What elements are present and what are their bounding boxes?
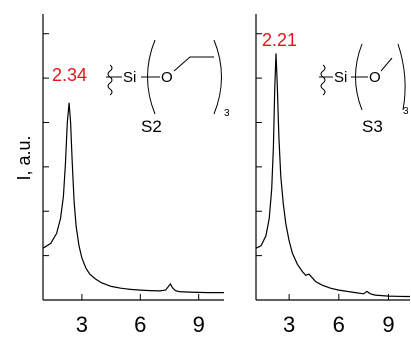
atom-o: O [161, 69, 173, 86]
panel-s2: 3 6 9 2.34 Si O 3 S2 [42, 14, 230, 337]
left-paren [147, 39, 156, 115]
structure-s2: Si O 3 [106, 39, 230, 119]
sample-label-s3: S3 [362, 117, 383, 136]
x-tick-label: 9 [382, 312, 394, 337]
y-ticks [43, 33, 49, 257]
x-ticks [288, 294, 389, 300]
right-paren [397, 43, 406, 111]
left-paren [355, 43, 363, 111]
y-axis-label: I, a.u. [14, 135, 34, 180]
atom-o: O [369, 69, 381, 86]
panel-s3: 3 6 9 2.21 Si O 3 S3 [255, 14, 410, 337]
x-tick-label: 6 [333, 312, 345, 337]
x-tick-labels: 3 6 9 [283, 312, 395, 337]
subscript: 3 [403, 106, 409, 117]
x-tick-labels: 3 6 9 [76, 312, 205, 337]
x-tick-label: 6 [134, 312, 146, 337]
structure-s3: Si O 3 [319, 43, 409, 117]
atom-si: Si [123, 69, 136, 86]
wavy-bond-icon [107, 64, 113, 96]
intensity-curve-s2 [42, 102, 224, 294]
right-paren [213, 39, 222, 115]
x-tick-label: 3 [76, 312, 88, 337]
wavy-bond-icon [320, 64, 326, 96]
x-ticks [81, 294, 200, 300]
intensity-curve-s3 [255, 53, 410, 298]
x-tick-label: 3 [283, 312, 295, 337]
x-tick-label: 9 [193, 312, 205, 337]
y-ticks [256, 33, 262, 257]
subscript: 3 [224, 108, 230, 119]
peak-label-s2: 2.34 [52, 65, 87, 85]
ethyl-chain [173, 56, 214, 72]
atom-si: Si [334, 69, 347, 86]
peak-label-s3: 2.21 [262, 30, 297, 50]
sample-label-s2: S2 [141, 117, 162, 136]
methyl-chain [380, 57, 393, 72]
